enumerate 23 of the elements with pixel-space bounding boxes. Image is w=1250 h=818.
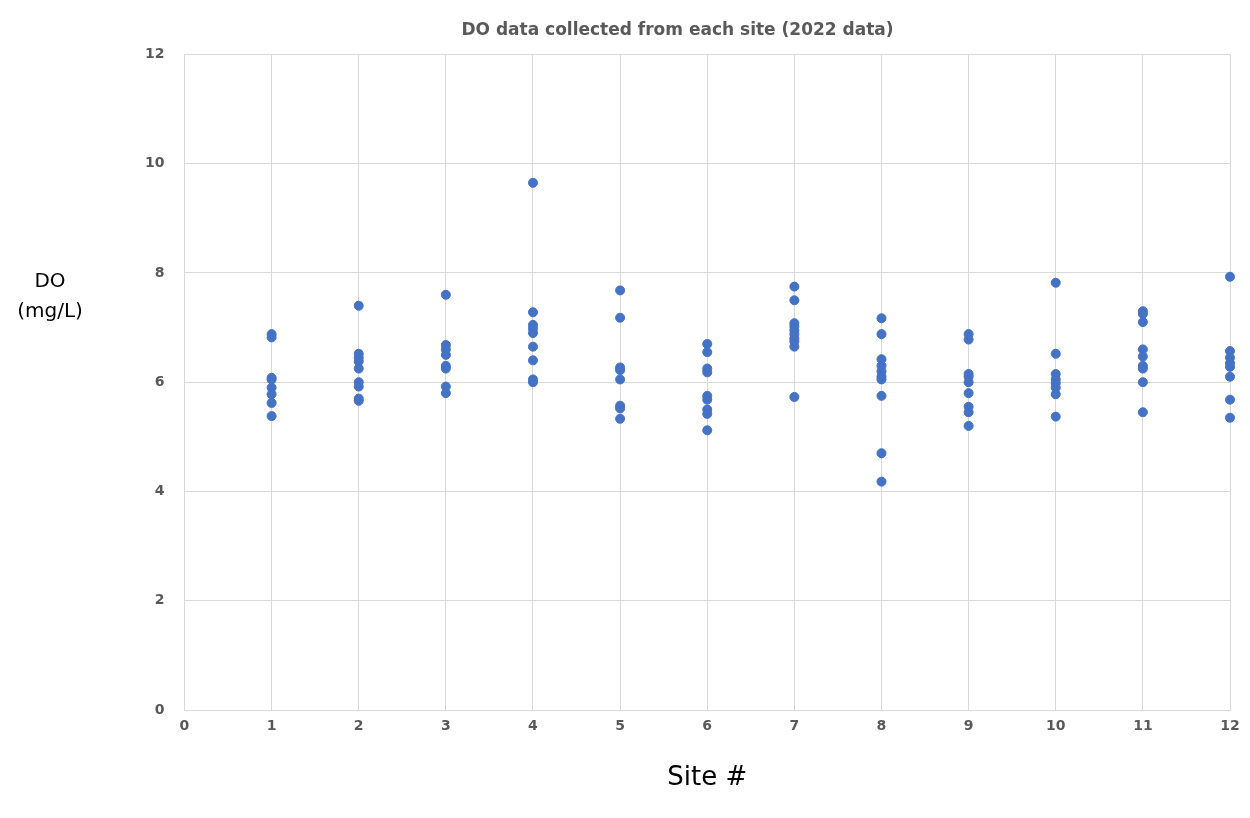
y-tick-label: 4 <box>154 482 165 499</box>
x-tick-label: 6 <box>702 717 713 734</box>
x-tick-label: 10 <box>1046 717 1066 734</box>
x-axis-title: Site # <box>667 761 748 792</box>
y-tick-label: 0 <box>154 700 165 717</box>
x-tick-label: 1 <box>266 717 277 734</box>
y-tick-label: 8 <box>154 263 165 280</box>
x-tick-label: 3 <box>440 717 451 734</box>
x-tick-label: 7 <box>789 717 800 734</box>
x-tick-label: 11 <box>1133 717 1153 734</box>
y-tick-label: 10 <box>145 154 165 171</box>
x-tick-label: 0 <box>179 717 190 734</box>
y-tick-label: 12 <box>145 45 165 62</box>
x-tick-label: 8 <box>876 717 887 734</box>
y-tick-label: 6 <box>154 372 165 389</box>
y-axis-title: DO (mg/L) <box>16 267 84 324</box>
x-tick-label: 5 <box>615 717 625 734</box>
x-tick-label: 4 <box>528 717 539 734</box>
x-tick-label: 9 <box>963 717 974 734</box>
x-tick-label: 2 <box>353 717 364 734</box>
y-tick-label: 2 <box>154 591 165 608</box>
chart-title: DO data collected from each site (2022 data) <box>461 18 894 39</box>
x-tick-label: 12 <box>1220 717 1240 734</box>
